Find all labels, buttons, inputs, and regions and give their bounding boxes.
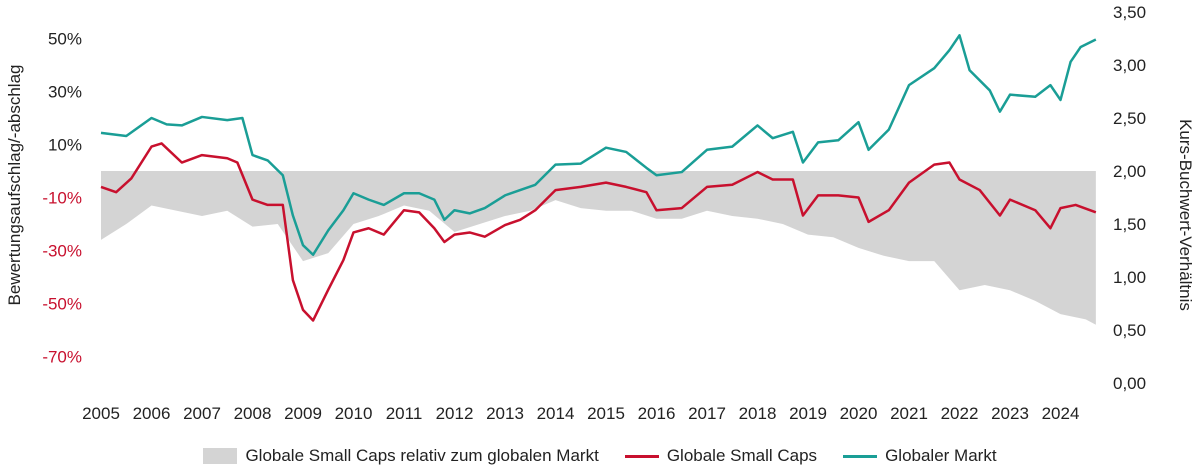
right-tick-label: 1,00 [1113, 268, 1146, 287]
x-tick-label: 2009 [284, 404, 322, 423]
x-tick-label: 2006 [133, 404, 171, 423]
legend-item-small-caps: Globale Small Caps [624, 446, 818, 466]
x-tick-label: 2017 [688, 404, 726, 423]
x-tick-label: 2023 [991, 404, 1029, 423]
legend-swatch [843, 454, 878, 458]
right-tick-label: 3,00 [1113, 56, 1146, 75]
legend-item-relative: Globale Small Caps relativ zum globalen … [203, 446, 599, 466]
x-tick-label: 2016 [638, 404, 676, 423]
x-tick-label: 2011 [386, 404, 423, 423]
right-tick-label: 0,00 [1113, 374, 1146, 393]
left-tick-label: -50% [42, 295, 82, 314]
right-tick-label: 1,50 [1113, 215, 1146, 234]
x-tick-label: 2024 [1042, 404, 1080, 423]
chart-plot: 50% 30% 10% -10% -30% -50% -70% 3,50 3,00 2,50 2,0… [5, 3, 1195, 423]
x-tick-label: 2021 [890, 404, 928, 423]
left-tick-label: -30% [42, 242, 82, 261]
x-tick-label: 2020 [840, 404, 878, 423]
relative-area [101, 171, 1096, 325]
right-tick-label: 0,50 [1113, 321, 1146, 340]
right-tick-label: 2,00 [1113, 162, 1146, 181]
global-market-line [100, 34, 1097, 256]
x-tick-label: 2013 [486, 404, 524, 423]
small-caps-line [100, 142, 1097, 322]
x-tick-label: 2005 [82, 404, 120, 423]
legend-label: Globale Small Caps [666, 446, 818, 465]
x-tick-label: 2007 [183, 404, 221, 423]
legend-swatch [624, 454, 659, 458]
left-tick-label: -70% [42, 348, 82, 367]
legend-label: Globale Small Caps relativ zum globalen … [245, 446, 599, 465]
legend-item-global-market: Globaler Markt [843, 446, 997, 466]
legend: Globale Small Caps relativ zum globalen … [0, 446, 1200, 466]
left-tick-label: -10% [42, 189, 82, 208]
x-tick-label: 2022 [941, 404, 979, 423]
x-tick-label: 2008 [234, 404, 272, 423]
x-tick-label: 2012 [436, 404, 474, 423]
x-tick-label: 2015 [587, 404, 625, 423]
x-tick-label: 2014 [537, 404, 575, 423]
right-tick-label: 2,50 [1113, 109, 1146, 128]
left-tick-label: 30% [48, 83, 82, 102]
left-tick-label: 50% [48, 30, 82, 49]
x-tick-label: 2010 [335, 404, 373, 423]
left-tick-label: 10% [48, 136, 82, 155]
x-tick-label: 2018 [739, 404, 777, 423]
legend-swatch [203, 448, 238, 464]
legend-label: Globaler Markt [885, 446, 997, 465]
left-axis-label: Bewertungsaufschlag/-abschlag [5, 65, 24, 306]
x-tick-label: 2019 [789, 404, 827, 423]
right-tick-label: 3,50 [1113, 3, 1146, 22]
right-axis-label: Kurs-Buchwert-Verhältnis [1176, 119, 1195, 311]
